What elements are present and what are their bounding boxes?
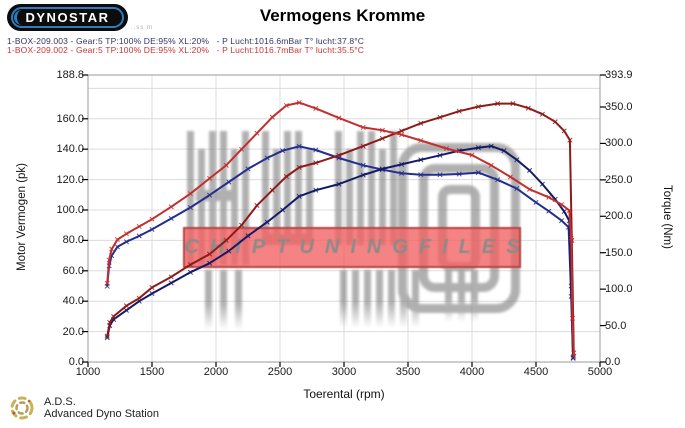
- ads-abbr: A.D.S.: [44, 396, 76, 408]
- tick-left-value: 100.0: [56, 203, 84, 216]
- run-info-line-2: 1-BOX-209.002 - Gear:5 TP:100% DE:95% XL…: [7, 45, 365, 55]
- tick-left-value: 120.0: [56, 173, 84, 186]
- tick-bottom-value: 2500: [267, 366, 293, 378]
- tick-left-value: 60.0: [62, 264, 84, 277]
- tick-left-value: 188.8: [56, 69, 84, 81]
- watermark-text: CHIPTUNINGFILES: [184, 236, 531, 258]
- tick-bottom-value: 1000: [75, 366, 101, 378]
- ads-name: Advanced Dyno Station: [44, 408, 159, 420]
- tick-right-value: 100.0: [605, 283, 633, 296]
- tick-bottom-value: 4500: [523, 366, 549, 378]
- logo-sub-text: ..ss m: [131, 25, 153, 31]
- watermark-banner: CHIPTUNINGFILES: [183, 227, 521, 268]
- y-axis-label-right: Torque (Nm): [661, 185, 673, 249]
- chart-title: Vermogens Kromme: [259, 6, 426, 25]
- tick-right-value: 393.9: [605, 69, 633, 81]
- tick-right-value: 0.0: [605, 356, 621, 368]
- tick-right-value: 250.0: [605, 173, 633, 186]
- tick-left-value: 40.0: [62, 295, 84, 308]
- tick-bottom-value: 4000: [459, 366, 485, 378]
- tick-right-value: 300.0: [605, 137, 633, 150]
- tick-right-value: 50.0: [605, 319, 627, 332]
- tick-left-value: 20.0: [62, 325, 84, 338]
- tick-bottom-value: 3000: [331, 366, 357, 378]
- tick-left-value: 160.0: [56, 112, 84, 125]
- dynostar-logo-text: DYNOSTAR: [25, 10, 110, 25]
- tick-bottom-value: 3500: [395, 366, 421, 378]
- tick-bottom-value: 1500: [139, 366, 165, 378]
- run-info-line-1: 1-BOX-209.003 - Gear:5 TP:100% DE:95% XL…: [7, 36, 365, 46]
- tick-right-value: 350.0: [605, 100, 633, 113]
- x-axis-label: Toerental (rpm): [303, 387, 385, 401]
- dynostar-logo: DYNOSTAR: [7, 4, 128, 31]
- tick-right-value: 200.0: [605, 210, 633, 223]
- tick-bottom-value: 5000: [587, 366, 613, 378]
- ads-swirl-icon: [10, 396, 34, 420]
- tick-bottom-value: 2000: [203, 366, 229, 378]
- tick-left-value: 80.0: [62, 234, 84, 247]
- tick-left-value: 0.0: [68, 356, 84, 368]
- tick-right-value: 150.0: [605, 246, 633, 259]
- tick-left-value: 140.0: [56, 143, 84, 156]
